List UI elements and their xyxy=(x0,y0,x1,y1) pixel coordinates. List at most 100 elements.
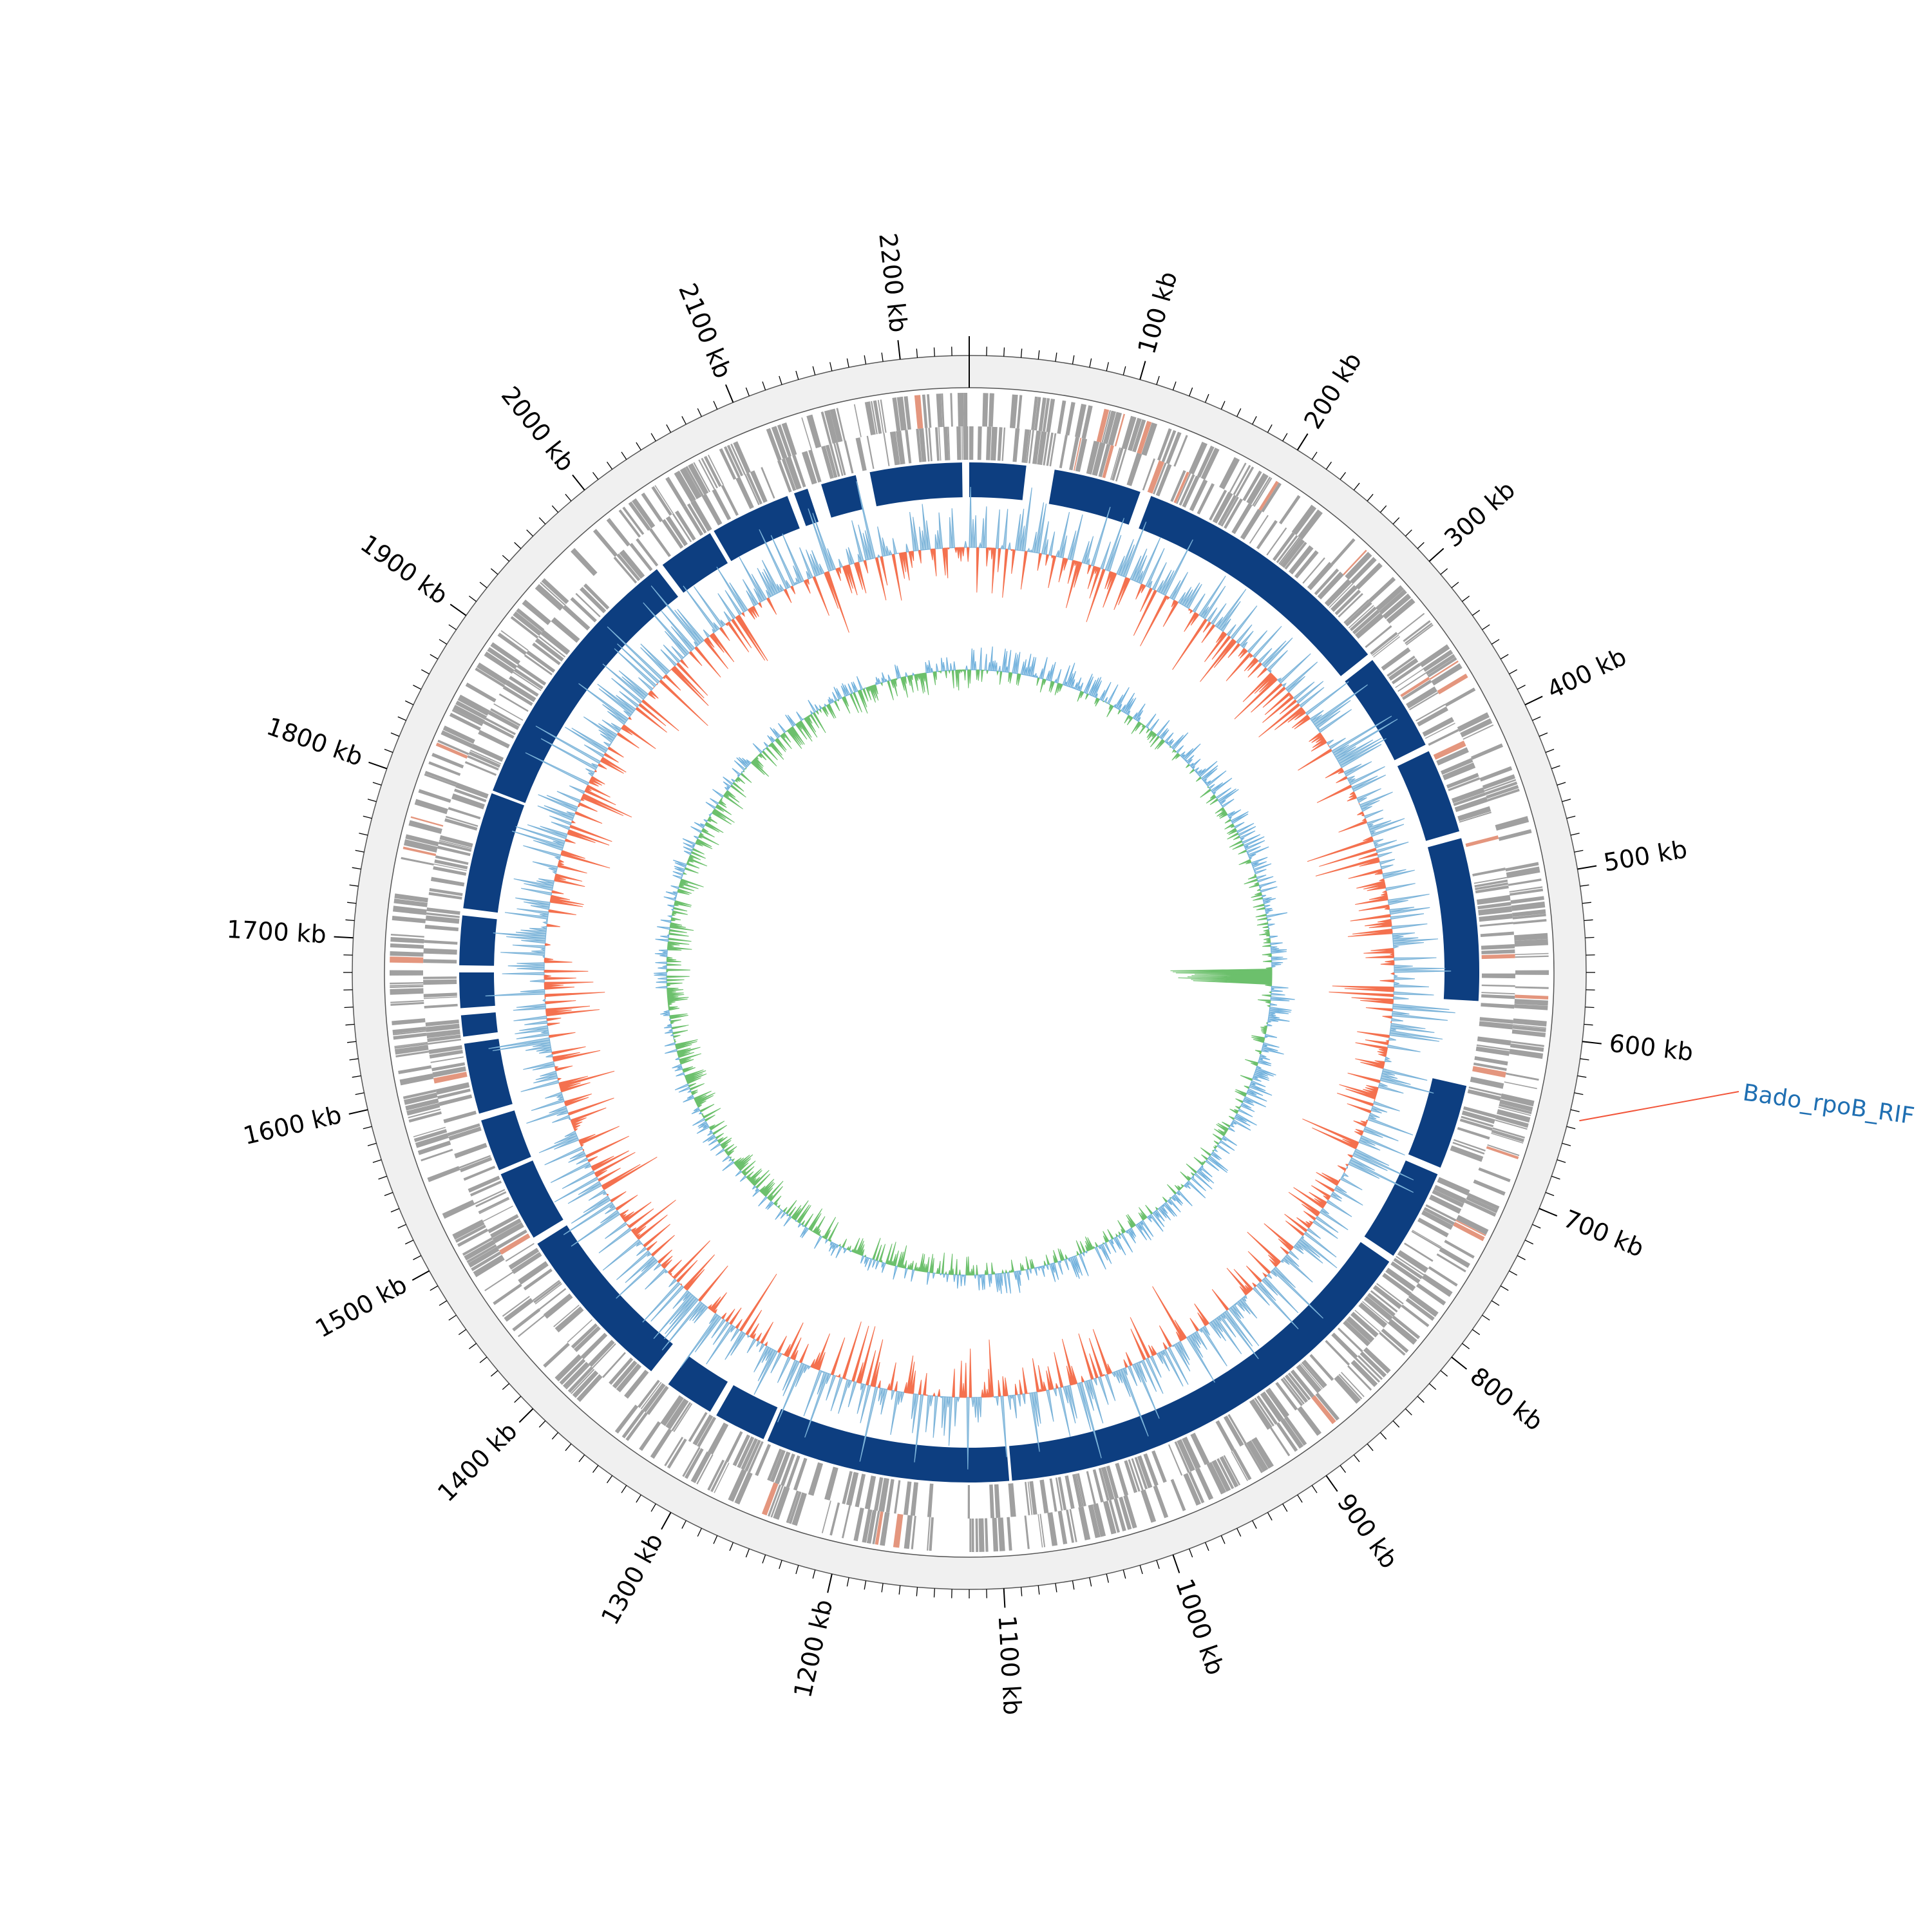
cds-forward-feature xyxy=(451,709,483,726)
cds-forward-feature xyxy=(985,1518,989,1552)
cds-reverse-feature xyxy=(425,915,460,924)
cds-forward-feature xyxy=(390,937,424,943)
cds-forward-feature xyxy=(1132,419,1146,453)
cds-reverse-feature xyxy=(969,426,974,460)
annotation-leader-line xyxy=(1579,1091,1739,1122)
cds-forward-feature xyxy=(455,700,488,720)
cds-reverse-feature xyxy=(1254,1397,1274,1426)
cds-reverse-feature xyxy=(1055,1477,1063,1511)
cds-reverse-feature xyxy=(508,1247,540,1270)
cds-reverse-feature xyxy=(947,426,951,460)
cds-reverse-feature xyxy=(1425,1204,1457,1222)
major-tick xyxy=(1428,547,1444,562)
cds-reverse-feature xyxy=(505,680,536,703)
cds-reverse-feature xyxy=(1473,876,1508,884)
cds-forward-feature xyxy=(904,396,911,430)
cds-reverse-feature xyxy=(1111,448,1124,481)
cds-forward-feature xyxy=(405,1098,439,1111)
cds-forward-feature xyxy=(733,441,751,474)
cds-reverse-feature xyxy=(1256,1395,1278,1425)
cds-forward-feature xyxy=(390,985,424,989)
cds-forward-feature xyxy=(406,1103,440,1116)
cds-forward-feature xyxy=(1279,495,1301,525)
cds-reverse-feature xyxy=(1474,1056,1508,1066)
cds-forward-feature xyxy=(1419,644,1450,668)
cds-forward-feature xyxy=(1515,970,1549,975)
cds-reverse-feature xyxy=(746,473,762,505)
cds-reverse-feature xyxy=(646,1385,669,1416)
cds-reverse-feature xyxy=(1142,458,1155,491)
cds-reverse-feature xyxy=(1028,430,1034,464)
minor-tick xyxy=(1282,1503,1288,1512)
cds-reverse-feature xyxy=(438,841,472,852)
cds-reverse-feature xyxy=(990,426,998,461)
cds-forward-feature xyxy=(1334,1375,1361,1404)
cds-reverse-feature xyxy=(737,1436,755,1468)
cds-reverse-feature xyxy=(1452,1142,1485,1155)
cds-reverse-feature xyxy=(439,835,473,848)
blast-hit-arc xyxy=(668,1356,728,1412)
minor-tick xyxy=(1172,381,1177,390)
cds-reverse-feature xyxy=(918,428,927,462)
cds-reverse-feature xyxy=(994,1484,1001,1518)
cds-reverse-feature xyxy=(732,1434,750,1466)
cds-reverse-feature xyxy=(793,1457,808,1491)
cds-reverse-feature xyxy=(1287,1372,1311,1401)
cds-reverse-feature xyxy=(424,940,458,945)
cds-forward-feature xyxy=(1379,1332,1406,1356)
minor-tick xyxy=(448,624,457,630)
cds-reverse-feature xyxy=(482,1206,513,1222)
cds-reverse-feature xyxy=(471,744,504,762)
tick-label: 1200 kb xyxy=(788,1596,838,1700)
minor-tick xyxy=(795,370,799,380)
cds-forward-feature xyxy=(522,600,551,625)
blast-hit-arc xyxy=(1364,1160,1438,1256)
cds-forward-feature xyxy=(1397,612,1425,635)
minor-tick xyxy=(390,732,400,737)
cds-forward-feature xyxy=(1513,1018,1547,1027)
cds-forward-feature xyxy=(413,1129,448,1142)
cds-forward-feature xyxy=(914,395,923,429)
cds-reverse-feature xyxy=(1032,430,1041,464)
minor-tick xyxy=(1405,1408,1412,1416)
minor-tick xyxy=(1545,1192,1555,1197)
minor-tick xyxy=(1532,1224,1541,1229)
minor-tick xyxy=(812,1569,816,1579)
cds-forward-feature xyxy=(414,799,448,815)
cds-reverse-feature xyxy=(511,1252,542,1274)
minor-tick xyxy=(359,833,368,836)
minor-tick xyxy=(1545,748,1555,753)
cds-reverse-feature xyxy=(1367,1293,1396,1317)
cds-reverse-feature xyxy=(701,493,723,526)
cds-forward-feature xyxy=(1464,1199,1497,1217)
cds-forward-feature xyxy=(1173,435,1188,467)
minor-tick xyxy=(1500,654,1509,659)
cds-reverse-feature xyxy=(1477,1036,1511,1046)
cds-reverse-feature xyxy=(1450,1145,1484,1162)
cds-forward-feature xyxy=(402,1089,437,1099)
cds-reverse-feature xyxy=(1457,1126,1490,1140)
cds-forward-feature xyxy=(971,1518,974,1552)
cds-forward-feature xyxy=(1439,1247,1470,1268)
cds-forward-feature xyxy=(437,739,469,755)
cds-forward-feature xyxy=(1231,1451,1249,1481)
cds-forward-feature xyxy=(1223,1455,1241,1486)
cds-reverse-feature xyxy=(842,1471,853,1504)
cds-reverse-feature xyxy=(883,433,890,466)
cds-forward-feature xyxy=(786,1490,799,1524)
major-tick xyxy=(1577,865,1597,870)
cds-reverse-feature xyxy=(886,1479,895,1513)
cds-reverse-feature xyxy=(445,815,478,827)
cds-reverse-feature xyxy=(1390,1261,1421,1284)
cds-forward-feature xyxy=(1211,1459,1231,1492)
cds-reverse-feature xyxy=(1029,1481,1037,1515)
cds-forward-feature xyxy=(1381,1328,1409,1353)
minor-tick xyxy=(1252,1520,1257,1529)
cds-reverse-feature xyxy=(1436,747,1469,766)
cds-reverse-feature xyxy=(1069,437,1079,471)
cds-forward-feature xyxy=(728,1469,747,1502)
minor-tick xyxy=(1353,482,1360,491)
cds-forward-feature xyxy=(1471,743,1504,760)
cds-reverse-feature xyxy=(1086,1471,1096,1504)
cds-reverse-feature xyxy=(1282,1377,1305,1405)
